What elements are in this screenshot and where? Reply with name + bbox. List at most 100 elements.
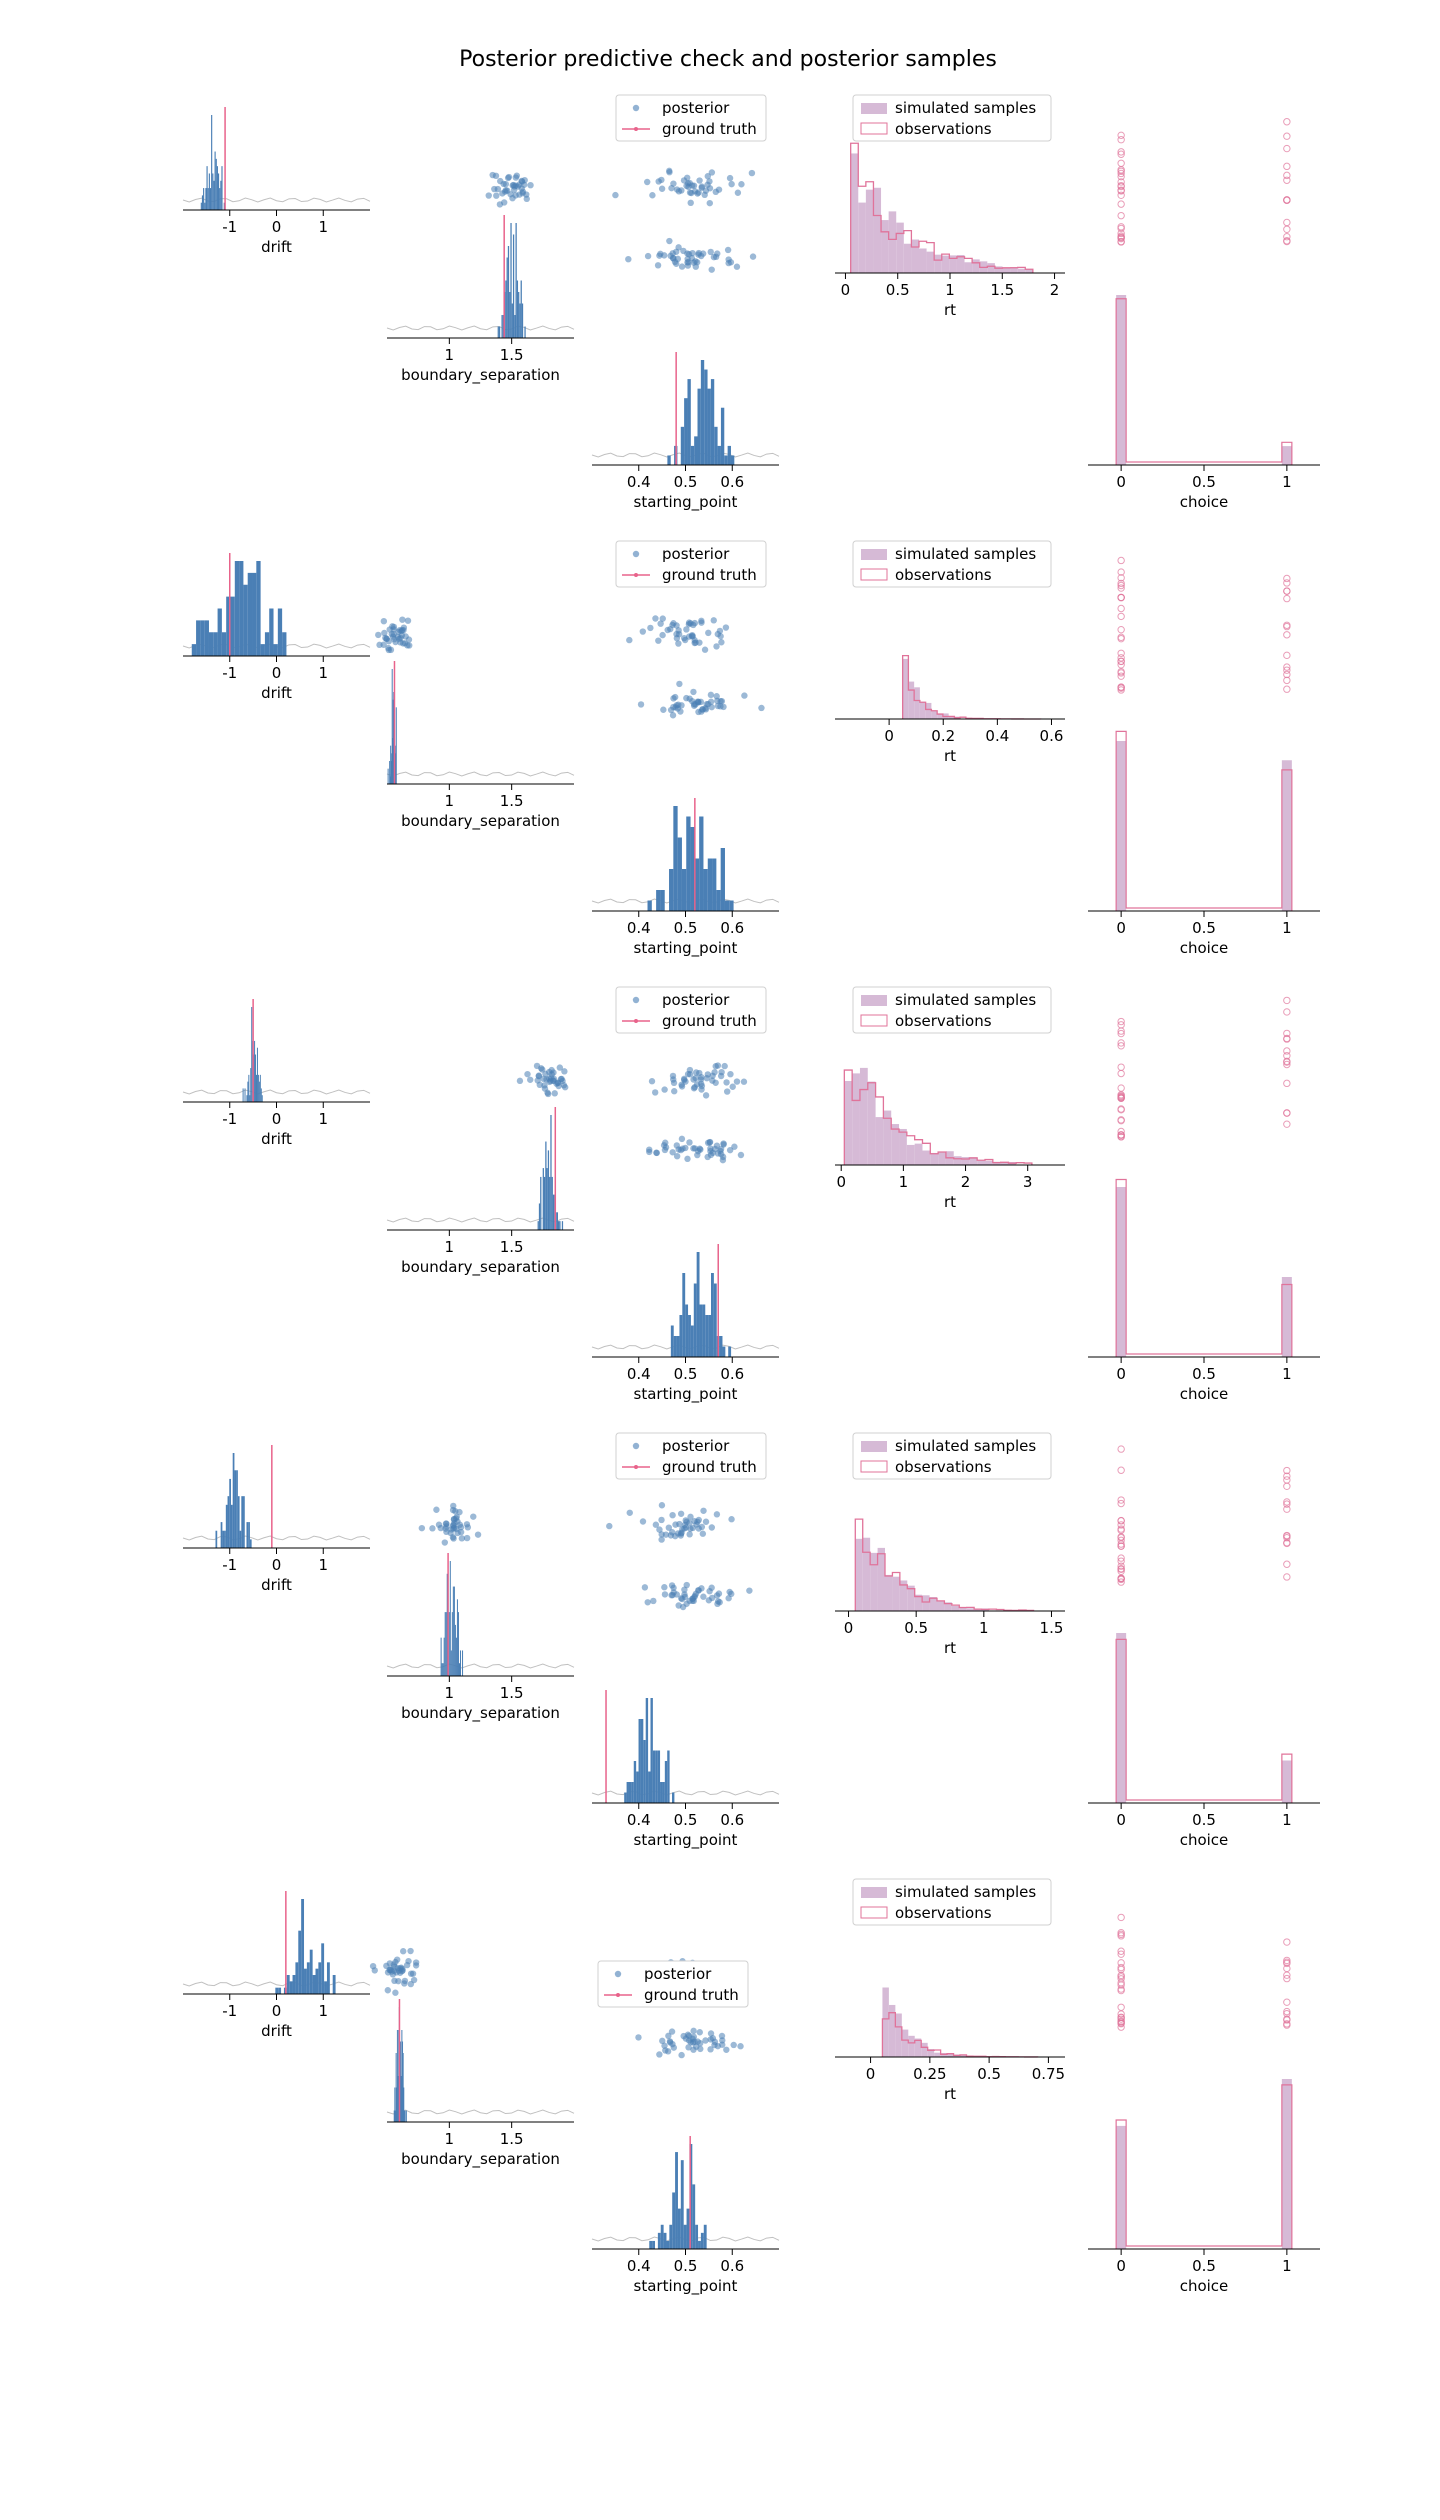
row5-drift-bar	[275, 1987, 279, 1994]
row5-drift-bar	[278, 1987, 282, 1994]
row1-choice-rt-point	[1283, 237, 1291, 245]
row3-ppc-legend	[852, 986, 1052, 1034]
row1-boundary-bar	[506, 257, 508, 338]
row5-boundary-start-sample-point	[670, 2044, 677, 2051]
row3-choice-rt-point	[1283, 1060, 1291, 1069]
row2-choice-rt-point	[1283, 666, 1291, 674]
row1-drift-bar	[208, 173, 210, 210]
row4-drift-start-sample-point	[686, 1531, 693, 1538]
row4-start-bar	[648, 1771, 651, 1803]
row4-drift-bar	[236, 1470, 238, 1548]
row4-choice-rt-point	[1117, 1578, 1125, 1586]
row2-drift-tick-label: 1	[318, 664, 328, 682]
row3-drift-boundary-sample-point	[544, 1090, 552, 1098]
row2-drift-bar	[213, 632, 218, 656]
row5-choice-rt-point	[1117, 1913, 1125, 1922]
row3-boundary-bar	[549, 1176, 551, 1230]
row1-rt-simulated-bar	[918, 248, 927, 273]
row4-drift-boundary-sample-point	[450, 1502, 457, 1510]
row4-boundary-bar	[455, 1637, 457, 1676]
row2-drift-bar	[217, 608, 222, 656]
row2-boundary-bar	[390, 753, 392, 784]
row4-boundary-prior-line	[386, 1663, 575, 1669]
row1-rt-simulated-bar	[903, 243, 912, 273]
row3-boundary-bar	[545, 1141, 547, 1230]
row2-rt-simulated-bar	[931, 711, 938, 719]
row1-boundary-start-sample-point	[708, 266, 715, 273]
row1-drift-boundary-sample-point	[512, 182, 520, 189]
row3-rt-tick-label: 3	[1023, 1173, 1033, 1191]
row1-boundary-start-sample-point	[680, 247, 687, 255]
row2-boundary-start-sample-point	[707, 698, 715, 705]
row5-boundary-start-sample-point	[696, 2029, 703, 2036]
row4-start-bar	[652, 1750, 656, 1803]
row3-boundary-start-sample-point	[726, 1146, 734, 1154]
row5-rt-simulated-bar	[914, 2038, 922, 2057]
row5-rt-axis-label: rt	[944, 2085, 956, 2103]
row4-rt-simulated-bar	[944, 1602, 952, 1611]
row4-drift-start-sample-point	[699, 1530, 707, 1537]
row3-boundary-bar	[551, 1176, 553, 1230]
row1-boundary-start-sample-point	[674, 255, 682, 263]
row5-drift-bar	[286, 1975, 290, 1994]
row5-choice-rt-point	[1283, 2020, 1291, 2028]
row1-rt-simulated-bar	[865, 189, 874, 273]
row4-drift-start-sample-point	[668, 1529, 676, 1536]
row2-choice-axis-label: choice	[1180, 939, 1229, 957]
row2-drift-start-sample-point	[626, 636, 633, 644]
row5-boundary-start-sample-point	[690, 2046, 697, 2053]
row5-start-bar	[669, 2224, 673, 2249]
row1-rt-simulated-bar	[994, 266, 1003, 273]
row2-start-bar	[656, 890, 661, 911]
row3-boundary-bar	[552, 1194, 555, 1230]
row4-drift-boundary-sample-point	[435, 1521, 443, 1528]
row3-boundary-bar	[543, 1176, 546, 1230]
row3-drift-start-sample-point	[729, 1083, 736, 1090]
row5-choice-rt-point	[1283, 2009, 1291, 2018]
row5-drift-boundary-sample-point	[403, 1961, 411, 1969]
row5-drift-tick-label: 1	[318, 2002, 328, 2020]
row1-boundary-axis-label: boundary_separation	[401, 366, 560, 385]
row1-boundary-start-sample-point	[724, 246, 732, 254]
row3-rt-simulated-bar	[899, 1128, 907, 1165]
row1-rt-simulated-bar	[949, 255, 957, 273]
row3-choice-observation-step	[1115, 1178, 1293, 1357]
row4-boundary-bar	[458, 1663, 460, 1676]
row4-drift-bar	[220, 1522, 223, 1548]
row1-choice-simulated-bar-0	[1116, 295, 1127, 465]
row5-boundary-axis-label: boundary_separation	[401, 2150, 560, 2169]
row5-boundary-bar	[402, 2041, 404, 2122]
row2-choice-rt-point	[1117, 654, 1125, 662]
row4-drift-bar	[224, 1530, 226, 1548]
row3-drift-start-sample-point	[721, 1062, 728, 1070]
row4-drift-bar	[241, 1496, 244, 1548]
row3-start-bar	[705, 1315, 709, 1357]
row2-drift-boundary-sample-point	[385, 646, 393, 654]
row4-choice-rt-point	[1117, 1516, 1125, 1525]
row4-choice-rt-point	[1283, 1573, 1291, 1581]
row2-start-bar	[699, 816, 704, 911]
row2-ppc-legend	[852, 540, 1052, 588]
row3-boundary-start-sample-point	[711, 1145, 719, 1153]
row4-drift-boundary-sample-point	[450, 1516, 458, 1523]
row2-drift-bar	[196, 620, 201, 656]
row3-choice-simulated-bar-0	[1116, 1187, 1127, 1357]
row2-choice-rt-point	[1283, 670, 1291, 679]
row5-boundary-start-sample-point	[684, 2031, 692, 2038]
row1-drift-bar	[207, 188, 209, 210]
row4-choice-rt-point	[1117, 1562, 1125, 1570]
row1-rt-simulated-bar	[987, 263, 995, 273]
row1-start-bar	[710, 379, 715, 465]
row2-choice-rt-point	[1117, 612, 1125, 621]
row4-choice-axis-label: choice	[1180, 1831, 1229, 1849]
row4-choice-rt-point	[1283, 1560, 1291, 1568]
row3-drift-boundary-sample-point	[536, 1081, 543, 1089]
row3-boundary-bar	[561, 1221, 564, 1230]
row2-choice-tick-label: 0.5	[1192, 919, 1216, 937]
row1-boundary-start-sample-point	[733, 263, 741, 270]
row5-boundary-bar	[401, 2030, 403, 2122]
row2-start-bar	[669, 869, 674, 911]
row5-drift-boundary-sample-point	[383, 1962, 390, 1970]
row1-drift-start-sample-point	[658, 185, 666, 192]
row1-rt-simulated-bar	[941, 255, 950, 273]
